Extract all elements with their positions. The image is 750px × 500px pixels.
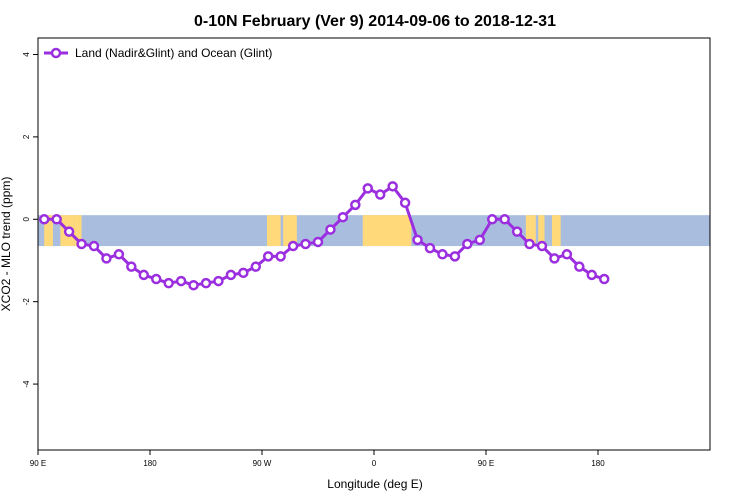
data-point bbox=[163, 277, 174, 289]
data-point bbox=[362, 183, 374, 194]
background-band bbox=[38, 215, 710, 247]
y-tick-label: 4 bbox=[22, 52, 31, 57]
data-point bbox=[474, 234, 486, 246]
data-point bbox=[536, 240, 548, 252]
data-point bbox=[238, 267, 249, 279]
data-point bbox=[225, 269, 237, 281]
y-tick-label: -4 bbox=[22, 380, 31, 388]
data-point bbox=[574, 261, 585, 272]
y-tick-label: 2 bbox=[22, 134, 31, 139]
data-point bbox=[312, 236, 324, 248]
legend: Land (Nadir&Glint) and Ocean (Glint) bbox=[44, 46, 272, 60]
data-point bbox=[150, 273, 162, 285]
data-point bbox=[76, 238, 87, 250]
data-point bbox=[213, 275, 224, 287]
y-axis-label: XCO2 - MLO trend (ppm) bbox=[0, 177, 13, 312]
land-segment bbox=[538, 215, 545, 247]
data-point bbox=[138, 269, 150, 281]
data-point bbox=[374, 189, 386, 200]
data-point bbox=[511, 226, 523, 237]
data-point bbox=[549, 253, 560, 264]
x-tick-label: 0 bbox=[372, 459, 377, 468]
land-segment bbox=[362, 215, 412, 247]
data-point bbox=[88, 240, 100, 252]
data-point bbox=[399, 197, 411, 209]
legend-label: Land (Nadir&Glint) and Ocean (Glint) bbox=[75, 46, 272, 60]
data-point bbox=[449, 251, 461, 262]
data-point bbox=[38, 214, 50, 225]
series-line bbox=[44, 184, 605, 287]
data-point bbox=[287, 240, 299, 252]
land-segment bbox=[266, 215, 281, 247]
x-tick-label: 180 bbox=[591, 459, 605, 468]
data-point bbox=[175, 275, 187, 287]
data-point bbox=[350, 199, 361, 211]
x-tick-label: 90 E bbox=[478, 459, 494, 468]
land-segment bbox=[283, 215, 297, 247]
land-segment bbox=[551, 215, 561, 247]
data-point bbox=[51, 214, 62, 225]
data-point bbox=[387, 181, 398, 192]
data-point bbox=[275, 251, 286, 262]
data-point bbox=[262, 251, 274, 262]
data-point bbox=[499, 214, 510, 225]
data-point bbox=[524, 238, 535, 250]
data-point bbox=[113, 249, 125, 260]
data-point bbox=[188, 279, 199, 291]
data-point bbox=[586, 269, 598, 281]
land-segment bbox=[74, 215, 82, 247]
land-segment bbox=[525, 215, 536, 247]
land-segment bbox=[44, 215, 53, 247]
legend-point-marker bbox=[50, 47, 62, 59]
data-point bbox=[437, 249, 448, 260]
x-tick-label: 180 bbox=[143, 459, 157, 468]
y-axis: -4 -2 0 2 4 bbox=[22, 52, 38, 388]
x-tick-label: 90 E bbox=[30, 459, 46, 468]
data-point bbox=[101, 253, 112, 264]
data-point bbox=[300, 238, 311, 250]
y-tick-label: -2 bbox=[22, 298, 31, 306]
data-point bbox=[424, 242, 436, 254]
data-point bbox=[561, 249, 573, 260]
series-layer bbox=[38, 181, 610, 291]
data-point bbox=[250, 261, 262, 272]
data-point bbox=[412, 234, 423, 246]
data-point bbox=[486, 214, 498, 225]
x-axis-label: Longitude (deg E) bbox=[327, 477, 422, 491]
data-point bbox=[126, 261, 137, 272]
x-tick-label: 90 W bbox=[253, 459, 272, 468]
data-point bbox=[598, 273, 610, 285]
data-point bbox=[337, 211, 349, 223]
data-point bbox=[325, 224, 336, 235]
y-tick-label: 0 bbox=[22, 217, 31, 222]
data-point bbox=[200, 277, 212, 289]
chart-title: 0-10N February (Ver 9) 2014-09-06 to 201… bbox=[194, 13, 556, 30]
data-point bbox=[462, 238, 473, 250]
x-axis: 90 E 180 90 W 0 90 E 180 bbox=[30, 450, 605, 468]
data-point bbox=[63, 226, 75, 237]
